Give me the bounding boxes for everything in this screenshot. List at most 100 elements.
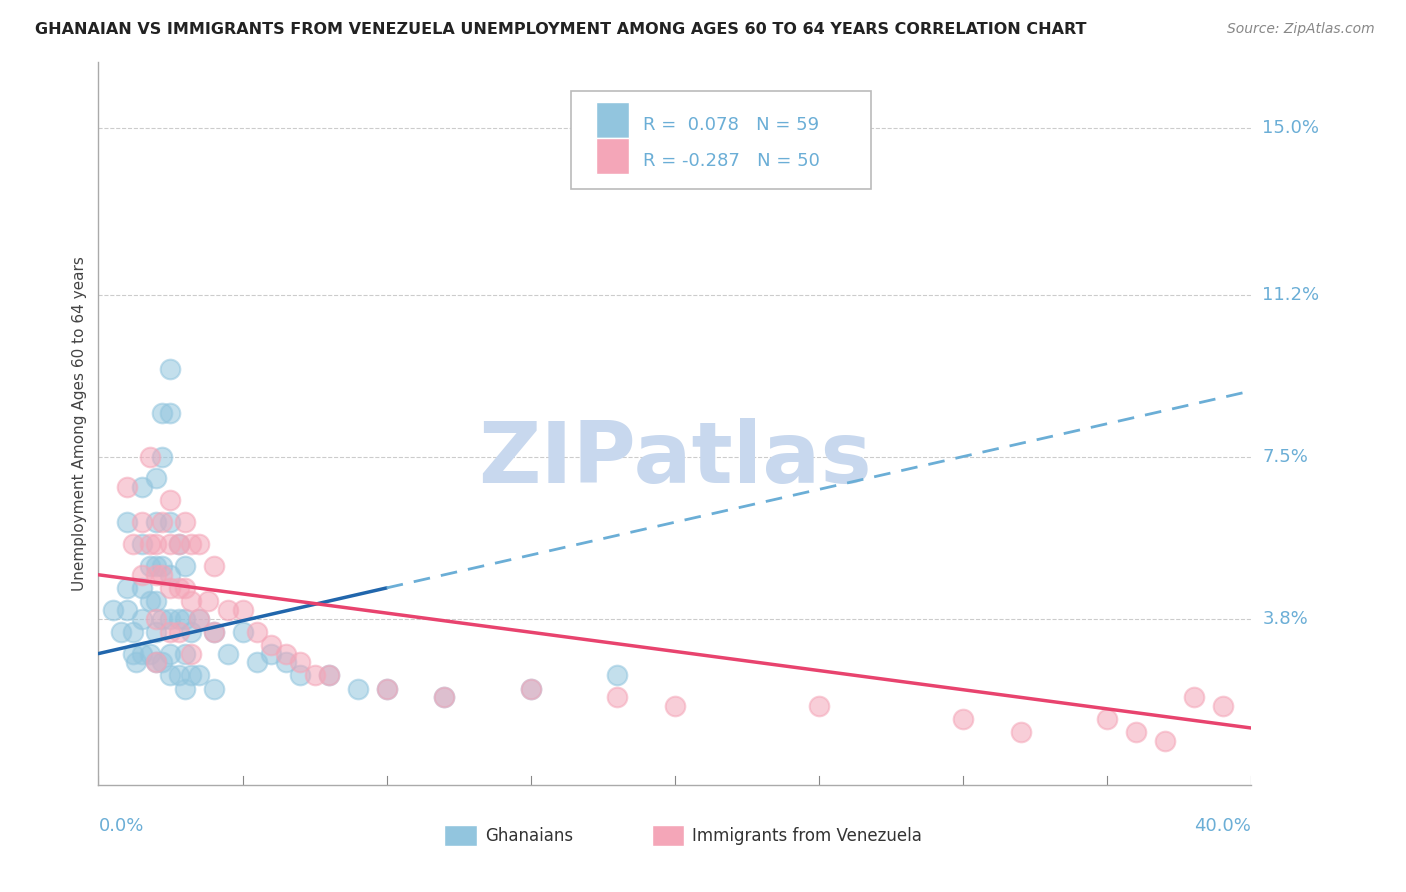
- Point: [1097, 712, 1119, 726]
- Text: 40.0%: 40.0%: [1195, 817, 1251, 836]
- Point: [145, 471, 167, 485]
- Text: 0.0%: 0.0%: [98, 817, 143, 836]
- Point: [520, 681, 543, 696]
- Point: [174, 681, 197, 696]
- Point: [180, 594, 202, 608]
- Point: [122, 624, 145, 639]
- Point: [145, 656, 167, 670]
- Point: [167, 624, 190, 639]
- FancyBboxPatch shape: [652, 825, 685, 847]
- Y-axis label: Unemployment Among Ages 60 to 64 years: Unemployment Among Ages 60 to 64 years: [72, 256, 87, 591]
- Point: [167, 537, 190, 551]
- Point: [1212, 699, 1234, 714]
- Text: 11.2%: 11.2%: [1263, 285, 1320, 303]
- Point: [231, 603, 254, 617]
- Point: [174, 515, 197, 529]
- Point: [174, 559, 197, 574]
- Point: [125, 656, 148, 670]
- Point: [433, 690, 456, 705]
- FancyBboxPatch shape: [571, 91, 870, 189]
- Point: [139, 537, 162, 551]
- Point: [952, 712, 974, 726]
- Point: [117, 515, 139, 529]
- Point: [159, 567, 181, 582]
- Point: [159, 581, 181, 595]
- Point: [167, 537, 190, 551]
- Point: [433, 690, 456, 705]
- Text: 7.5%: 7.5%: [1263, 448, 1309, 466]
- Point: [180, 537, 202, 551]
- Text: Immigrants from Venezuela: Immigrants from Venezuela: [692, 827, 922, 845]
- Point: [159, 611, 181, 625]
- Point: [808, 699, 831, 714]
- Point: [180, 647, 202, 661]
- Point: [117, 603, 139, 617]
- Point: [159, 406, 181, 420]
- Point: [139, 450, 162, 464]
- Point: [131, 515, 153, 529]
- Point: [131, 581, 153, 595]
- Point: [117, 480, 139, 494]
- Point: [150, 656, 173, 670]
- Point: [1154, 734, 1177, 748]
- Point: [188, 611, 211, 625]
- Point: [145, 611, 167, 625]
- Point: [274, 656, 297, 670]
- Text: ZIPatlas: ZIPatlas: [478, 418, 872, 501]
- Point: [145, 559, 167, 574]
- Point: [145, 537, 167, 551]
- Text: 15.0%: 15.0%: [1263, 120, 1319, 137]
- Point: [131, 647, 153, 661]
- Point: [318, 668, 340, 682]
- Point: [150, 406, 173, 420]
- Point: [180, 668, 202, 682]
- Point: [304, 668, 326, 682]
- Text: GHANAIAN VS IMMIGRANTS FROM VENEZUELA UNEMPLOYMENT AMONG AGES 60 TO 64 YEARS COR: GHANAIAN VS IMMIGRANTS FROM VENEZUELA UN…: [35, 22, 1087, 37]
- Point: [188, 537, 211, 551]
- Point: [202, 624, 225, 639]
- Point: [260, 638, 283, 652]
- Text: 3.8%: 3.8%: [1263, 609, 1308, 628]
- Point: [290, 668, 312, 682]
- Point: [174, 611, 197, 625]
- Point: [101, 603, 124, 617]
- Point: [202, 681, 225, 696]
- Point: [159, 362, 181, 376]
- Text: Ghanaians: Ghanaians: [485, 827, 572, 845]
- Text: Source: ZipAtlas.com: Source: ZipAtlas.com: [1227, 22, 1375, 37]
- Point: [606, 668, 628, 682]
- Point: [131, 611, 153, 625]
- Point: [260, 647, 283, 661]
- Point: [1010, 725, 1032, 739]
- Point: [145, 594, 167, 608]
- Point: [150, 515, 173, 529]
- Point: [274, 647, 297, 661]
- Point: [131, 537, 153, 551]
- Point: [131, 480, 153, 494]
- Point: [202, 624, 225, 639]
- Point: [159, 515, 181, 529]
- Point: [159, 668, 181, 682]
- Point: [1125, 725, 1147, 739]
- Point: [159, 537, 181, 551]
- Point: [346, 681, 368, 696]
- Point: [167, 668, 190, 682]
- Point: [231, 624, 254, 639]
- FancyBboxPatch shape: [596, 138, 628, 175]
- Point: [188, 668, 211, 682]
- Point: [1182, 690, 1205, 705]
- Point: [217, 603, 239, 617]
- Point: [150, 611, 173, 625]
- Point: [167, 611, 190, 625]
- Point: [167, 581, 190, 595]
- Point: [150, 559, 173, 574]
- Point: [520, 681, 543, 696]
- Point: [139, 559, 162, 574]
- Point: [174, 581, 197, 595]
- Point: [159, 647, 181, 661]
- Point: [159, 493, 181, 508]
- Point: [180, 624, 202, 639]
- Point: [318, 668, 340, 682]
- Point: [145, 656, 167, 670]
- Point: [664, 699, 686, 714]
